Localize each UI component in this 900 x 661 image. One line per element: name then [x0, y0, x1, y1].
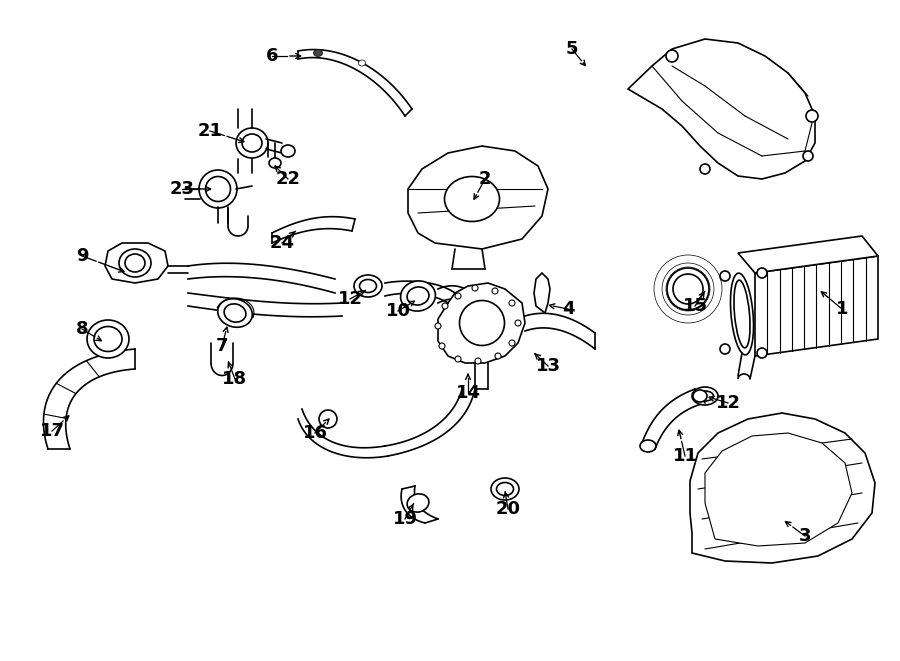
- Polygon shape: [738, 236, 878, 273]
- Ellipse shape: [515, 320, 521, 326]
- Text: 8: 8: [76, 320, 88, 338]
- Text: 5: 5: [566, 40, 578, 58]
- Ellipse shape: [319, 410, 337, 428]
- Text: 7: 7: [216, 337, 229, 355]
- Ellipse shape: [666, 50, 678, 62]
- Ellipse shape: [757, 268, 767, 278]
- Ellipse shape: [313, 50, 322, 56]
- Ellipse shape: [125, 254, 145, 272]
- Ellipse shape: [803, 151, 813, 161]
- Text: 10: 10: [385, 302, 410, 320]
- Text: 4: 4: [562, 300, 574, 318]
- Ellipse shape: [242, 134, 262, 152]
- Text: 22: 22: [275, 170, 301, 188]
- Text: 17: 17: [40, 422, 65, 440]
- Text: 21: 21: [197, 122, 222, 140]
- Ellipse shape: [697, 391, 714, 401]
- Ellipse shape: [475, 358, 481, 364]
- Polygon shape: [755, 256, 878, 356]
- Text: 14: 14: [455, 384, 481, 402]
- Ellipse shape: [692, 387, 718, 405]
- Ellipse shape: [491, 478, 519, 500]
- Text: 3: 3: [799, 527, 811, 545]
- Text: 16: 16: [302, 424, 328, 442]
- Ellipse shape: [119, 249, 151, 277]
- Ellipse shape: [734, 280, 750, 348]
- Ellipse shape: [281, 145, 295, 157]
- Ellipse shape: [509, 300, 515, 306]
- Text: 13: 13: [536, 357, 561, 375]
- Ellipse shape: [455, 356, 461, 362]
- Ellipse shape: [199, 170, 237, 208]
- Polygon shape: [534, 273, 550, 313]
- Text: 20: 20: [496, 500, 520, 518]
- Polygon shape: [628, 39, 815, 179]
- Text: 24: 24: [269, 234, 294, 252]
- Ellipse shape: [442, 303, 448, 309]
- Text: 11: 11: [672, 447, 698, 465]
- Ellipse shape: [673, 274, 703, 304]
- Ellipse shape: [757, 348, 767, 358]
- Ellipse shape: [720, 271, 730, 281]
- Text: 15: 15: [682, 297, 707, 315]
- Text: 18: 18: [222, 370, 248, 388]
- Polygon shape: [408, 146, 548, 249]
- Ellipse shape: [700, 164, 710, 174]
- Ellipse shape: [269, 158, 281, 168]
- Ellipse shape: [205, 176, 230, 202]
- Ellipse shape: [218, 299, 252, 327]
- Text: 23: 23: [169, 180, 194, 198]
- Ellipse shape: [495, 353, 501, 359]
- Ellipse shape: [407, 494, 429, 512]
- Text: 2: 2: [479, 170, 491, 188]
- Polygon shape: [438, 283, 525, 363]
- Ellipse shape: [236, 128, 268, 158]
- Ellipse shape: [806, 110, 818, 122]
- Polygon shape: [105, 243, 168, 283]
- Ellipse shape: [667, 268, 709, 310]
- Text: 12: 12: [716, 394, 741, 412]
- Ellipse shape: [407, 287, 429, 305]
- Ellipse shape: [509, 340, 515, 346]
- Ellipse shape: [445, 176, 500, 221]
- Ellipse shape: [224, 304, 246, 322]
- Text: 12: 12: [338, 290, 363, 308]
- Ellipse shape: [435, 323, 441, 329]
- Text: 6: 6: [266, 47, 278, 65]
- Text: 1: 1: [836, 300, 848, 318]
- Ellipse shape: [460, 301, 505, 346]
- Ellipse shape: [693, 390, 707, 402]
- Ellipse shape: [472, 285, 478, 291]
- Text: 19: 19: [392, 510, 418, 528]
- Ellipse shape: [640, 440, 656, 452]
- Ellipse shape: [439, 343, 445, 349]
- Ellipse shape: [720, 344, 730, 354]
- Polygon shape: [690, 413, 875, 563]
- Ellipse shape: [455, 293, 461, 299]
- Ellipse shape: [492, 288, 498, 294]
- Ellipse shape: [400, 281, 436, 311]
- Ellipse shape: [94, 327, 122, 352]
- Ellipse shape: [358, 60, 365, 66]
- Ellipse shape: [497, 483, 514, 496]
- Ellipse shape: [354, 275, 382, 297]
- Text: 9: 9: [76, 247, 88, 265]
- Ellipse shape: [359, 280, 376, 293]
- Ellipse shape: [87, 320, 129, 358]
- Ellipse shape: [731, 273, 753, 355]
- Polygon shape: [705, 433, 852, 546]
